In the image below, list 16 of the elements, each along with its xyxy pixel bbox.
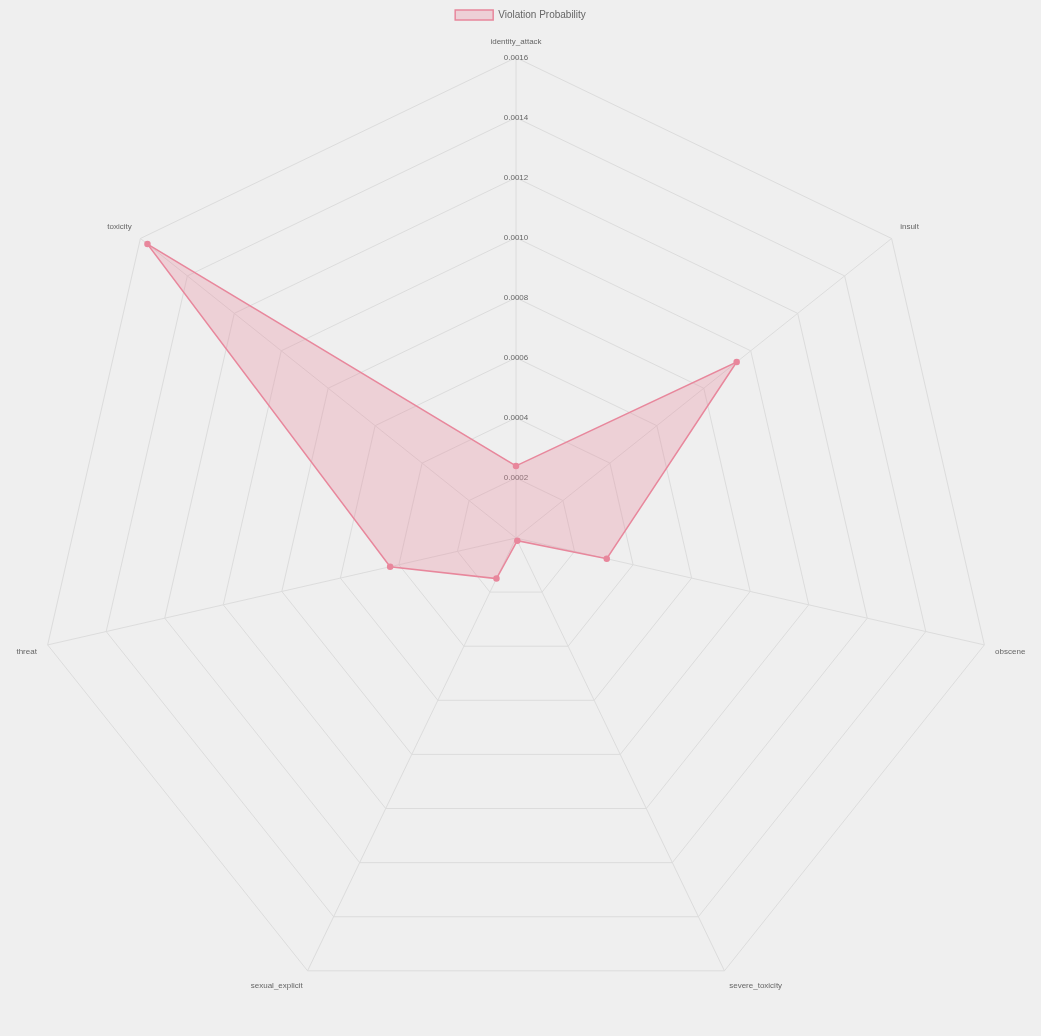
spoke-label: threat <box>16 647 38 657</box>
spoke-label: identity_attack <box>490 37 543 46</box>
legend-label: Violation Probability <box>498 8 586 20</box>
spoke-label: severe_toxicity <box>729 980 783 990</box>
spoke-label: sexual_explicit <box>250 980 304 990</box>
y-tick-label: 0.0008 <box>503 293 529 302</box>
spoke-label: insult <box>900 222 920 232</box>
y-tick-label: 0.0010 <box>503 232 529 242</box>
y-tick-label: 0.0016 <box>503 52 529 62</box>
spoke-label: obscene <box>995 647 1026 657</box>
y-tick-label: 0.0006 <box>503 353 529 363</box>
spoke-label: toxicity <box>107 222 132 232</box>
y-tick-label: 0.0002 <box>503 473 529 483</box>
y-tick-label: 0.0014 <box>503 112 529 122</box>
y-tick-label: 0.0004 <box>503 413 529 423</box>
y-tick-label: 0.0012 <box>503 172 529 182</box>
